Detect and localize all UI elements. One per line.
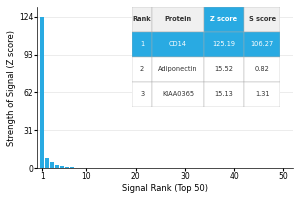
Bar [40, 17, 44, 168]
Bar [65, 167, 69, 168]
Bar [70, 167, 74, 168]
Bar [60, 166, 64, 168]
X-axis label: Signal Rank (Top 50): Signal Rank (Top 50) [122, 184, 208, 193]
Bar [45, 158, 49, 168]
Bar [50, 162, 54, 168]
Y-axis label: Strength of Signal (Z score): Strength of Signal (Z score) [7, 30, 16, 146]
Bar [55, 165, 59, 168]
